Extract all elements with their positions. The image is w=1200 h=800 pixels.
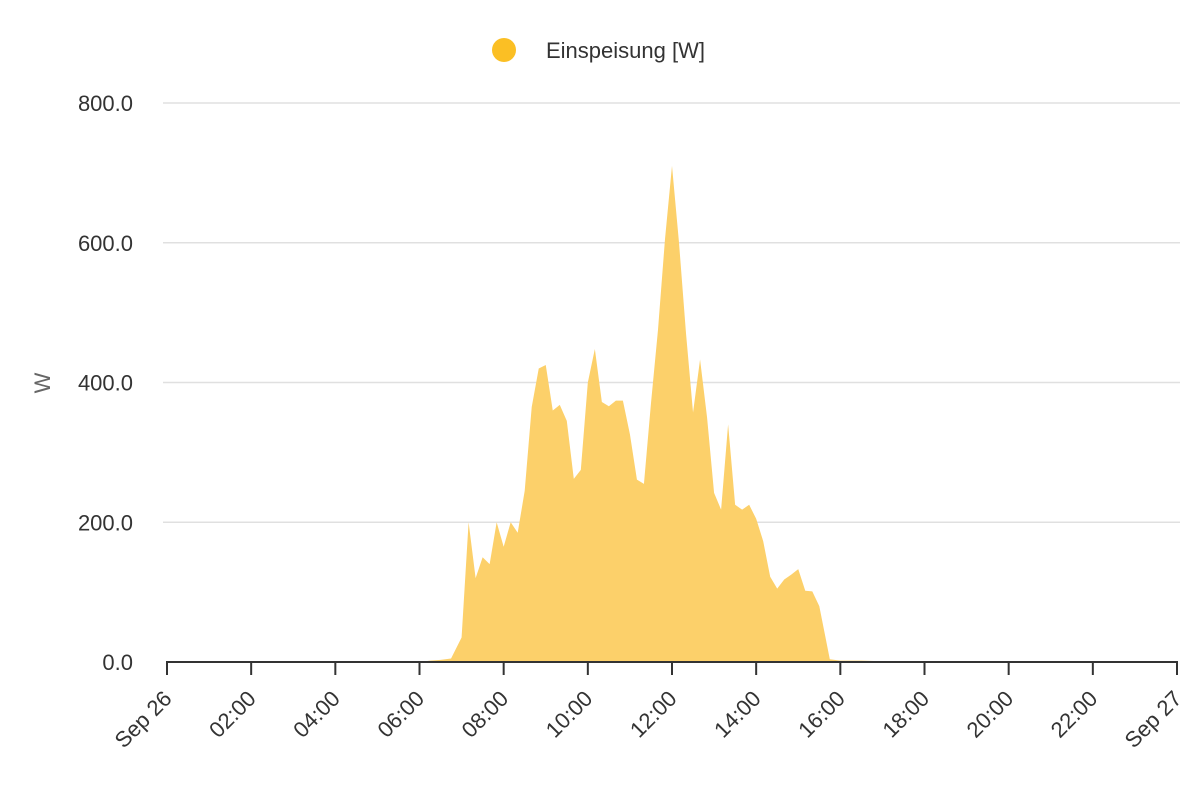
x-tick-label: 16:00 bbox=[793, 686, 850, 743]
data-point[interactable] bbox=[725, 421, 731, 427]
data-point[interactable] bbox=[606, 403, 612, 409]
data-point[interactable] bbox=[704, 414, 710, 420]
data-point[interactable] bbox=[557, 402, 563, 408]
data-point[interactable] bbox=[529, 404, 535, 410]
y-axis: 0.0 200.0 400.0 600.0 800.0 bbox=[78, 91, 133, 675]
x-tick-label: 14:00 bbox=[709, 686, 766, 743]
series-area[interactable] bbox=[419, 165, 925, 662]
data-point[interactable] bbox=[494, 519, 500, 525]
data-point[interactable] bbox=[802, 588, 808, 594]
data-point[interactable] bbox=[480, 554, 486, 560]
x-tick-label: 06:00 bbox=[372, 686, 429, 743]
data-point[interactable] bbox=[613, 398, 619, 404]
x-tick-label: 04:00 bbox=[288, 686, 345, 743]
data-point[interactable] bbox=[739, 507, 745, 513]
legend-marker bbox=[492, 38, 516, 62]
x-axis-ticks: Sep 26 02:00 04:00 06:00 08:00 10:00 12:00 14:0… bbox=[110, 662, 1187, 753]
x-tick-label: 22:00 bbox=[1046, 686, 1103, 743]
legend[interactable]: Einspeisung [W] bbox=[492, 38, 705, 63]
y-tick-label: 600.0 bbox=[78, 231, 133, 256]
data-point[interactable] bbox=[466, 519, 472, 525]
data-point[interactable] bbox=[732, 502, 738, 508]
data-point[interactable] bbox=[564, 418, 570, 424]
data-point[interactable] bbox=[448, 656, 454, 662]
data-point[interactable] bbox=[508, 519, 514, 525]
y-tick-label: 200.0 bbox=[78, 510, 133, 535]
data-point[interactable] bbox=[760, 538, 766, 544]
data-point[interactable] bbox=[669, 163, 675, 169]
data-point[interactable] bbox=[753, 516, 759, 522]
data-point[interactable] bbox=[620, 398, 626, 404]
y-tick-label: 800.0 bbox=[78, 91, 133, 116]
data-point[interactable] bbox=[767, 574, 773, 580]
x-tick-label: 08:00 bbox=[457, 686, 514, 743]
data-point[interactable] bbox=[571, 476, 577, 482]
data-point[interactable] bbox=[774, 586, 780, 592]
data-point[interactable] bbox=[634, 477, 640, 483]
data-point[interactable] bbox=[641, 481, 647, 487]
data-point[interactable] bbox=[501, 544, 507, 550]
data-point[interactable] bbox=[816, 603, 822, 609]
data-point[interactable] bbox=[788, 572, 794, 578]
data-point[interactable] bbox=[746, 502, 752, 508]
data-point[interactable] bbox=[599, 399, 605, 405]
data-point[interactable] bbox=[676, 240, 682, 246]
data-point[interactable] bbox=[627, 431, 633, 437]
data-point[interactable] bbox=[522, 488, 528, 494]
data-point[interactable] bbox=[697, 356, 703, 362]
y-tick-label: 400.0 bbox=[78, 371, 133, 396]
data-point[interactable] bbox=[550, 407, 556, 413]
x-tick-label: Sep 26 bbox=[110, 686, 177, 753]
data-point[interactable] bbox=[543, 362, 549, 368]
data-point[interactable] bbox=[515, 530, 521, 536]
data-point[interactable] bbox=[683, 331, 689, 337]
data-point[interactable] bbox=[487, 561, 493, 567]
data-point[interactable] bbox=[585, 380, 591, 386]
data-point[interactable] bbox=[795, 566, 801, 572]
data-point[interactable] bbox=[718, 507, 724, 513]
data-point[interactable] bbox=[578, 467, 584, 473]
data-point[interactable] bbox=[473, 575, 479, 581]
data-point[interactable] bbox=[781, 577, 787, 583]
data-point[interactable] bbox=[648, 400, 654, 406]
data-point[interactable] bbox=[809, 588, 815, 594]
x-tick-label: 12:00 bbox=[625, 686, 682, 743]
x-tick-label: 10:00 bbox=[541, 686, 598, 743]
x-tick-label: 02:00 bbox=[204, 686, 261, 743]
data-point[interactable] bbox=[690, 410, 696, 416]
data-point[interactable] bbox=[711, 490, 717, 496]
y-axis-label: W bbox=[30, 372, 55, 393]
x-tick-label: 18:00 bbox=[877, 686, 934, 743]
data-point[interactable] bbox=[655, 327, 661, 333]
y-tick-label: 0.0 bbox=[102, 650, 133, 675]
data-point[interactable] bbox=[662, 236, 668, 242]
data-point[interactable] bbox=[459, 635, 465, 641]
x-tick-label: Sep 27 bbox=[1120, 686, 1187, 753]
legend-label: Einspeisung [W] bbox=[546, 38, 705, 63]
data-point[interactable] bbox=[592, 346, 598, 352]
data-point[interactable] bbox=[536, 366, 542, 372]
x-tick-label: 20:00 bbox=[962, 686, 1019, 743]
plot-area bbox=[419, 163, 925, 662]
